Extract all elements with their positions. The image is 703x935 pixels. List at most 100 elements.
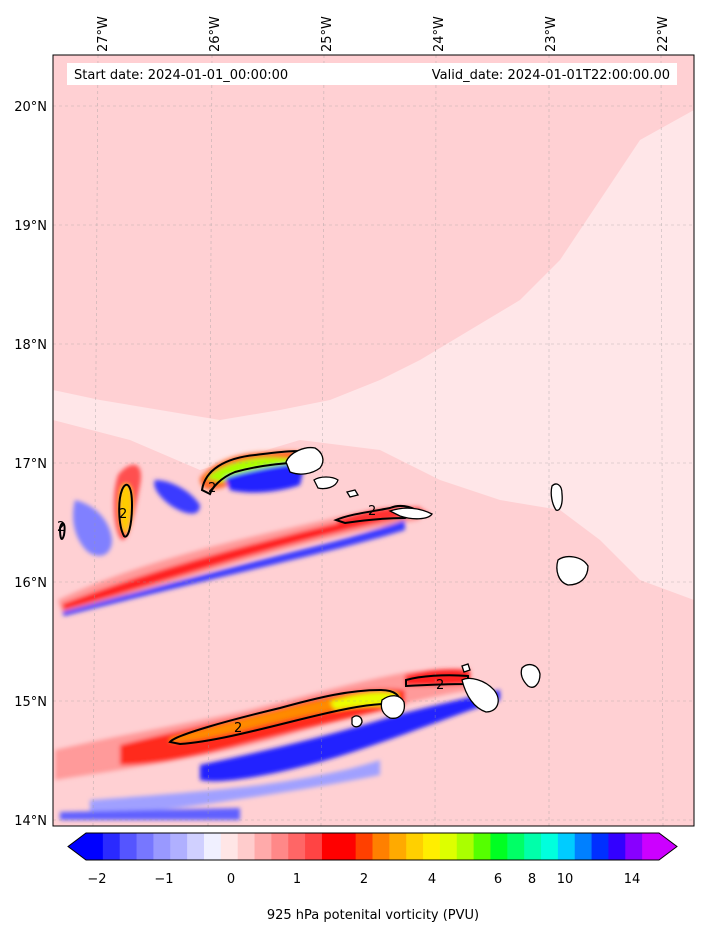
contour-label: 2 <box>208 481 216 496</box>
colorbar-swatch <box>136 833 154 860</box>
contour-label: 2 <box>119 507 127 522</box>
colorbar-label: 925 hPa potenital vorticity (PVU) <box>267 908 479 923</box>
island <box>345 489 360 498</box>
colorbar-swatch <box>642 833 660 860</box>
x-tick-label: 27°W <box>96 16 111 52</box>
colorbar-swatch <box>490 833 508 860</box>
contour-label: 2 <box>368 504 376 519</box>
contour-label: 2 <box>57 520 65 535</box>
pv-filament-west-core <box>119 483 133 534</box>
y-tick-label: 15°N <box>14 695 47 710</box>
island <box>388 507 433 520</box>
island <box>461 663 471 673</box>
colorbar-swatch <box>321 833 340 860</box>
colorbar-swatch <box>254 833 272 860</box>
pv-band-north-blue <box>62 520 405 616</box>
island <box>380 695 406 719</box>
colorbar-swatch <box>288 833 306 860</box>
contour-label: 2 <box>436 678 444 693</box>
colorbar-swatch <box>119 833 138 860</box>
x-tick-label: 23°W <box>544 16 559 52</box>
colorbar-swatch <box>541 833 559 860</box>
grid-lon-22 <box>660 55 664 826</box>
island <box>461 677 499 713</box>
colorbar-tick-label: 6 <box>494 872 502 887</box>
y-tick-label: 14°N <box>14 814 47 829</box>
colorbar-swatch <box>406 833 424 860</box>
grid-lon-27 <box>92 55 99 826</box>
islands <box>285 446 589 728</box>
x-tick-label: 24°W <box>432 16 447 52</box>
colorbar-swatch <box>524 833 542 860</box>
pv-band-south-bottom-blue <box>60 808 240 820</box>
y-tick-label: 19°N <box>14 219 47 234</box>
colorbar-swatch <box>423 833 441 860</box>
island <box>520 663 541 688</box>
colorbar-swatch <box>170 833 188 860</box>
colorbar-tick-label: −1 <box>154 872 173 887</box>
y-axis-ticks: 20°N 19°N 18°N 17°N 16°N 15°N 14°N <box>14 100 47 829</box>
island <box>351 715 363 728</box>
contour-west-edge <box>58 522 66 541</box>
contour-labels: 2 2 2 2 2 2 <box>57 481 444 736</box>
pv-filament-center-blue <box>154 480 200 514</box>
colorbar-swatch <box>271 833 289 860</box>
colorbar-tick-label: 1 <box>293 872 301 887</box>
colorbar-tick-label: 14 <box>624 872 641 887</box>
header-box <box>67 63 677 85</box>
pv-band-north-red <box>62 510 410 610</box>
colorbar-arrow-right <box>659 833 677 860</box>
colorbar-swatch <box>355 833 373 860</box>
contour-west-filament <box>118 483 134 538</box>
grid-lon-26 <box>207 55 213 826</box>
x-tick-label: 26°W <box>208 16 223 52</box>
colorbar-swatch <box>203 833 222 860</box>
colorbar-swatch <box>102 833 121 860</box>
contour-sao-nicolau <box>333 504 423 525</box>
y-tick-label: 18°N <box>14 338 47 353</box>
pv-band-south-lightblue <box>90 760 380 814</box>
map-field: 2 2 2 2 2 2 <box>53 55 694 826</box>
contour-label: 2 <box>234 721 242 736</box>
colorbar-swatch <box>608 833 626 860</box>
island <box>285 446 324 475</box>
colorbar-swatch <box>153 833 171 860</box>
colorbar-tick-label: 2 <box>360 872 368 887</box>
map-frame <box>52 54 695 827</box>
pv-blue-patch-west <box>73 500 112 556</box>
colorbar-swatch <box>372 833 390 860</box>
colorbar-tick-label: 10 <box>557 872 574 887</box>
grid-lon-24 <box>434 55 437 826</box>
colorbar-swatch <box>237 833 256 860</box>
colorbar-swatch <box>305 833 323 860</box>
colorbar-swatch <box>507 833 525 860</box>
colorbar-swatch <box>187 833 205 860</box>
pv-band-south-blue <box>200 690 500 782</box>
y-tick-label: 16°N <box>14 576 47 591</box>
colorbar-swatch <box>591 833 609 860</box>
colorbar-arrow-left <box>68 833 86 860</box>
valid-date-label: Valid_date: 2024-01-01T22:00:00.00 <box>432 68 670 83</box>
x-tick-label: 22°W <box>656 16 671 52</box>
colorbar-swatch <box>473 833 491 860</box>
y-tick-label: 20°N <box>14 100 47 115</box>
colorbar <box>67 832 678 861</box>
colorbar-tick-label: 4 <box>428 872 436 887</box>
gridlines <box>53 55 694 826</box>
contour-south-band <box>168 688 400 746</box>
pv-band-south <box>55 668 500 820</box>
x-tick-label: 25°W <box>320 16 335 52</box>
pv-band-south-east-red <box>405 669 470 686</box>
colorbar-swatch <box>86 833 104 860</box>
pv-filament-santo-antao-blue <box>225 462 305 493</box>
colorbar-swatch <box>439 833 458 860</box>
colorbar-swatch <box>389 833 407 860</box>
colorbar-tick-label: −2 <box>87 872 106 887</box>
colorbar-swatch <box>557 833 576 860</box>
island <box>313 476 339 490</box>
island <box>556 555 589 586</box>
colorbar-swatch <box>625 833 643 860</box>
colorbar-ticks: −2 −1 0 1 2 4 6 8 10 14 <box>87 872 640 887</box>
pv-region-east <box>470 410 694 560</box>
